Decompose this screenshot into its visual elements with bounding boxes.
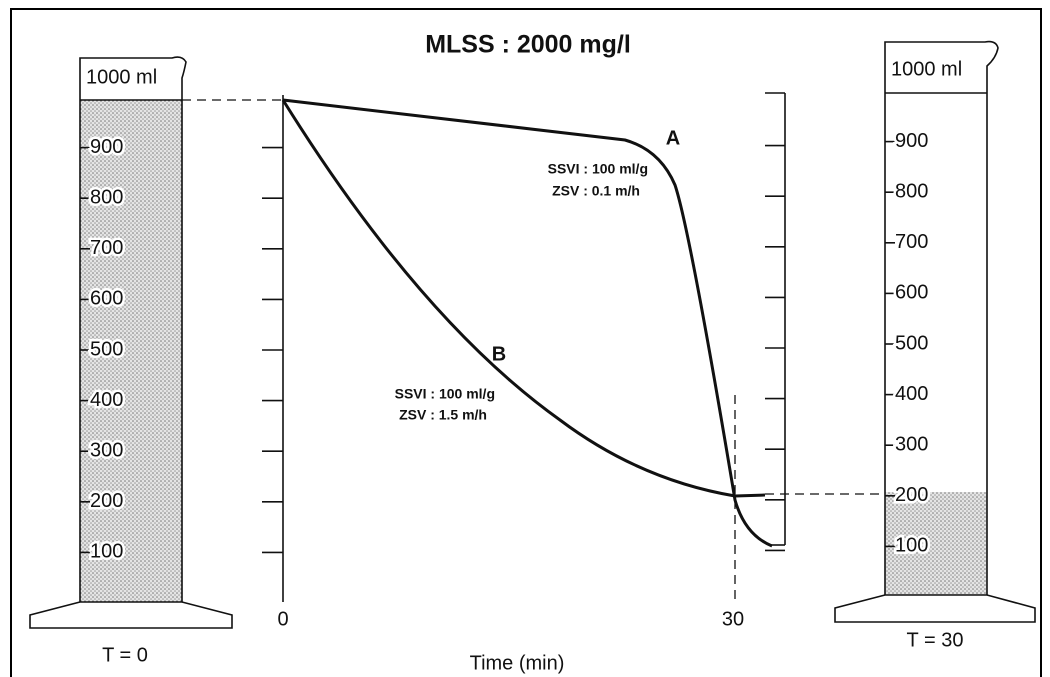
caption: T = 0 [102, 644, 148, 666]
x-axis-label: Time (min) [470, 652, 565, 674]
scale-label: 300 [895, 433, 928, 455]
scale-label: 300 [90, 439, 123, 461]
curve-label: B [492, 343, 506, 365]
scale-label: 900 [895, 130, 928, 152]
scale-label: 200 [895, 484, 928, 506]
scale-label: 800 [90, 186, 123, 208]
scale-label: 500 [895, 332, 928, 354]
curve-note: SSVI : 100 ml/g [548, 161, 648, 177]
graph: 0 30 Time (min) A SSVI : 100 ml/g ZSV : … [182, 92, 885, 674]
scale-label: 200 [90, 490, 123, 512]
curve-b [281, 99, 766, 498]
title: MLSS : 2000 mg/l [425, 31, 631, 59]
scale-label: 400 [895, 383, 928, 405]
scale-label: 900 [90, 136, 123, 158]
capacity-label: 1000 ml [86, 66, 157, 88]
scale-label: 600 [895, 282, 928, 304]
scale-label: 700 [895, 231, 928, 253]
frame [10, 8, 1042, 677]
scale-label: 100 [90, 541, 123, 563]
x-label: 0 [277, 608, 288, 630]
cylinder-right: 1000 ml T = 30 [834, 40, 1036, 651]
curve-label: A [666, 127, 680, 149]
caption: T = 30 [907, 629, 964, 651]
curve-a [282, 98, 773, 548]
cylinder-left: 1000 ml T = 0 [29, 56, 233, 666]
curve-note: ZSV : 1.5 m/h [399, 407, 487, 423]
curve-note: SSVI : 100 ml/g [395, 386, 495, 402]
scale-label: 100 [895, 535, 928, 557]
scale-label: 800 [895, 180, 928, 202]
scale-label: 700 [90, 237, 123, 259]
x-label: 30 [722, 608, 744, 630]
capacity-label: 1000 ml [891, 58, 962, 80]
scale-label: 400 [90, 389, 123, 411]
curve-note: ZSV : 0.1 m/h [552, 183, 640, 199]
scale-label: 600 [90, 288, 123, 310]
scale-label: 500 [90, 338, 123, 360]
